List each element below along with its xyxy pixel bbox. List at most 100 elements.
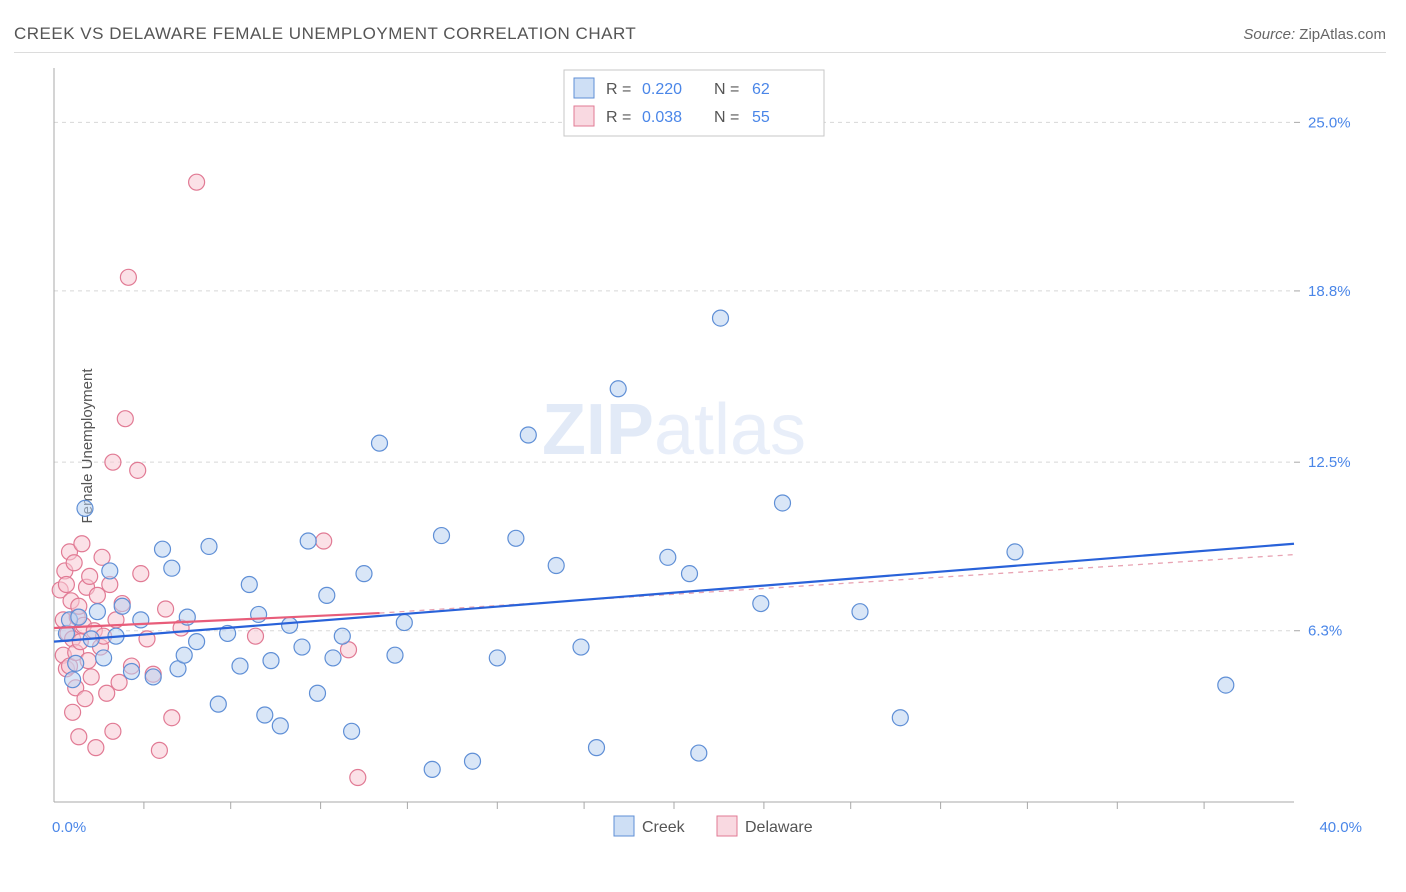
creek-point bbox=[1007, 544, 1023, 560]
creek-point bbox=[753, 596, 769, 612]
stats-legend-swatch bbox=[574, 106, 594, 126]
creek-point bbox=[325, 650, 341, 666]
creek-point bbox=[251, 606, 267, 622]
creek-point bbox=[114, 598, 130, 614]
delaware-point bbox=[66, 555, 82, 571]
scatter-chart-svg: ZIPatlas6.3%12.5%18.8%25.0%0.0%40.0%R =0… bbox=[48, 64, 1370, 844]
y-tick-label: 6.3% bbox=[1308, 623, 1342, 640]
creek-point bbox=[133, 612, 149, 628]
creek-point bbox=[310, 685, 326, 701]
creek-point bbox=[334, 628, 350, 644]
creek-point bbox=[713, 310, 729, 326]
delaware-point bbox=[117, 411, 133, 427]
delaware-point bbox=[89, 587, 105, 603]
creek-point bbox=[573, 639, 589, 655]
delaware-point bbox=[120, 269, 136, 285]
chart-title: CREEK VS DELAWARE FEMALE UNEMPLOYMENT CO… bbox=[14, 24, 636, 44]
header-divider bbox=[14, 52, 1386, 53]
stats-legend-n-value: 55 bbox=[752, 109, 770, 126]
stats-legend-n-label: N = bbox=[714, 109, 739, 126]
series-legend-swatch bbox=[717, 816, 737, 836]
creek-point bbox=[272, 718, 288, 734]
delaware-point bbox=[65, 704, 81, 720]
creek-point bbox=[241, 577, 257, 593]
creek-point bbox=[102, 563, 118, 579]
stats-legend-n-value: 62 bbox=[752, 81, 770, 98]
stats-legend-r-value: 0.038 bbox=[642, 109, 682, 126]
stats-legend-r-label: R = bbox=[606, 109, 631, 126]
creek-point bbox=[489, 650, 505, 666]
creek-point bbox=[294, 639, 310, 655]
creek-point bbox=[232, 658, 248, 674]
creek-point bbox=[176, 647, 192, 663]
creek-point bbox=[434, 528, 450, 544]
delaware-point bbox=[130, 462, 146, 478]
delaware-point bbox=[105, 723, 121, 739]
creek-point bbox=[257, 707, 273, 723]
creek-point bbox=[210, 696, 226, 712]
creek-point bbox=[775, 495, 791, 511]
source-credit: Source: ZipAtlas.com bbox=[1243, 26, 1386, 43]
stats-legend-r-value: 0.220 bbox=[642, 81, 682, 98]
creek-point bbox=[89, 604, 105, 620]
creek-point bbox=[508, 530, 524, 546]
creek-point bbox=[155, 541, 171, 557]
delaware-point bbox=[111, 674, 127, 690]
creek-point bbox=[344, 723, 360, 739]
stats-legend-r-label: R = bbox=[606, 81, 631, 98]
series-legend-label: Creek bbox=[642, 819, 686, 836]
delaware-point bbox=[83, 669, 99, 685]
creek-point bbox=[263, 653, 279, 669]
creek-point bbox=[396, 615, 412, 631]
y-tick-label: 18.8% bbox=[1308, 283, 1351, 300]
creek-point bbox=[691, 745, 707, 761]
creek-point bbox=[892, 710, 908, 726]
creek-point bbox=[164, 560, 180, 576]
creek-point bbox=[610, 381, 626, 397]
creek-point bbox=[520, 427, 536, 443]
creek-point bbox=[77, 500, 93, 516]
delaware-point bbox=[58, 577, 74, 593]
stats-legend-box bbox=[564, 70, 824, 136]
creek-point bbox=[282, 617, 298, 633]
delaware-point bbox=[248, 628, 264, 644]
chart-area: ZIPatlas6.3%12.5%18.8%25.0%0.0%40.0%R =0… bbox=[48, 64, 1386, 852]
delaware-point bbox=[158, 601, 174, 617]
delaware-point bbox=[99, 685, 115, 701]
creek-point bbox=[852, 604, 868, 620]
x-max-label: 40.0% bbox=[1319, 819, 1362, 836]
creek-point bbox=[145, 669, 161, 685]
creek-point bbox=[387, 647, 403, 663]
creek-point bbox=[71, 609, 87, 625]
creek-point bbox=[424, 761, 440, 777]
delaware-point bbox=[71, 729, 87, 745]
creek-point bbox=[319, 587, 335, 603]
delaware-point bbox=[189, 174, 205, 190]
series-legend-label: Delaware bbox=[745, 819, 813, 836]
source-label: Source: bbox=[1243, 26, 1295, 43]
creek-point bbox=[96, 650, 112, 666]
creek-point bbox=[372, 435, 388, 451]
creek-point bbox=[201, 538, 217, 554]
creek-point bbox=[589, 740, 605, 756]
creek-point bbox=[300, 533, 316, 549]
y-tick-label: 12.5% bbox=[1308, 454, 1351, 471]
delaware-point bbox=[82, 568, 98, 584]
source-value: ZipAtlas.com bbox=[1299, 26, 1386, 43]
delaware-point bbox=[316, 533, 332, 549]
x-min-label: 0.0% bbox=[52, 819, 86, 836]
stats-legend-n-label: N = bbox=[714, 81, 739, 98]
creek-point bbox=[68, 655, 84, 671]
creek-point bbox=[660, 549, 676, 565]
creek-point bbox=[65, 672, 81, 688]
delaware-point bbox=[105, 454, 121, 470]
creek-point bbox=[1218, 677, 1234, 693]
delaware-point bbox=[151, 742, 167, 758]
delaware-point bbox=[133, 566, 149, 582]
delaware-point bbox=[350, 770, 366, 786]
delaware-point bbox=[74, 536, 90, 552]
delaware-point bbox=[77, 691, 93, 707]
series-legend-swatch bbox=[614, 816, 634, 836]
creek-point bbox=[356, 566, 372, 582]
creek-point bbox=[682, 566, 698, 582]
